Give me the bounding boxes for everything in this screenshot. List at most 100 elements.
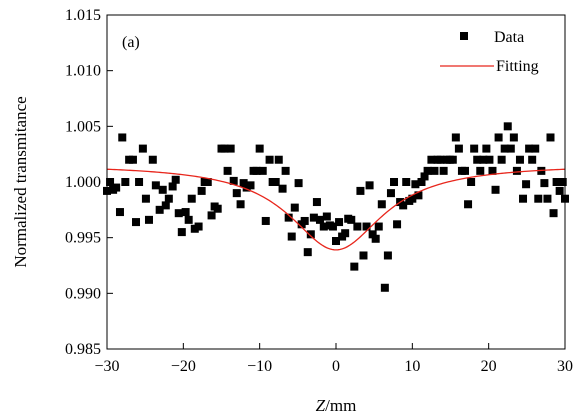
data-point	[430, 166, 439, 175]
data-point	[470, 144, 479, 153]
data-point	[356, 186, 365, 195]
data-point	[294, 179, 303, 188]
y-tick-label: 1.000	[65, 174, 101, 191]
data-point	[497, 155, 506, 164]
data-point	[141, 194, 150, 203]
axis-ticks: −30 −20 −10 0 10 20 30 0.985 0.990 0.995 1.000 1.00…	[65, 7, 573, 375]
data-point	[118, 133, 127, 142]
data-point	[482, 144, 491, 153]
data-point	[411, 180, 420, 189]
data-point	[328, 222, 337, 231]
x-tick-label: −20	[171, 358, 196, 375]
data-point	[365, 181, 374, 190]
data-point	[476, 166, 485, 175]
data-point	[197, 186, 206, 195]
data-point	[135, 178, 144, 186]
data-point	[229, 176, 238, 185]
data-point	[522, 180, 531, 189]
data-point	[309, 213, 318, 222]
data-point	[207, 211, 216, 220]
data-point	[439, 166, 448, 175]
data-point	[132, 218, 141, 227]
data-point	[555, 186, 564, 195]
data-point	[258, 166, 267, 175]
x-tick-label: −30	[94, 358, 119, 375]
data-point	[281, 166, 290, 175]
legend-data-label: Data	[494, 29, 524, 46]
data-point	[223, 166, 232, 175]
legend: Data Fitting	[440, 29, 539, 75]
data-point	[380, 283, 389, 292]
data-point	[390, 178, 399, 186]
data-point	[399, 201, 408, 210]
data-point	[543, 194, 552, 203]
data-point	[386, 189, 395, 198]
data-point	[155, 205, 164, 214]
data-point	[549, 209, 558, 218]
data-point	[393, 220, 402, 229]
legend-data-marker	[460, 32, 468, 40]
data-point	[144, 215, 153, 224]
data-point	[347, 215, 356, 224]
data-point	[255, 144, 264, 153]
data-point	[128, 155, 137, 164]
panel-label: (a)	[122, 34, 140, 51]
data-point	[220, 144, 229, 153]
data-point	[534, 194, 543, 203]
data-point	[112, 183, 121, 192]
data-point	[161, 201, 170, 210]
data-point	[246, 181, 255, 190]
data-point	[417, 178, 426, 186]
data-point	[174, 209, 183, 218]
data-point	[359, 251, 368, 260]
data-point	[515, 155, 524, 164]
x-tick-label: −10	[247, 358, 272, 375]
data-point	[232, 189, 241, 198]
data-point	[540, 179, 549, 188]
data-point	[414, 191, 423, 200]
data-point	[485, 155, 494, 164]
y-tick-label: 0.995	[65, 230, 101, 247]
data-point	[341, 229, 350, 238]
data-point	[512, 166, 521, 175]
data-point	[278, 184, 287, 193]
data-point	[271, 178, 280, 186]
data-point	[519, 194, 528, 203]
data-point	[473, 155, 482, 164]
data-point	[368, 230, 377, 239]
data-point	[467, 178, 476, 186]
fitting-curve	[106, 168, 566, 251]
x-axis-title: Z/mm	[316, 396, 357, 415]
data-point	[236, 200, 245, 209]
data-point	[402, 178, 411, 186]
y-tick-label: 0.990	[65, 285, 101, 302]
data-point	[408, 194, 417, 203]
data-points	[103, 122, 569, 292]
data-point	[503, 122, 512, 131]
data-point	[158, 185, 167, 194]
data-point	[312, 198, 321, 207]
data-point	[464, 200, 473, 209]
data-point	[177, 228, 186, 237]
data-point	[203, 178, 212, 186]
data-point	[226, 144, 235, 153]
y-axis-title: Normalized transmitance	[11, 96, 30, 267]
data-point	[377, 200, 386, 209]
legend-fitting-label: Fitting	[496, 58, 539, 75]
data-point	[558, 178, 567, 186]
x-axis-title-unit: /mm	[325, 396, 356, 415]
data-point	[213, 204, 222, 213]
data-point	[546, 133, 555, 142]
data-point	[306, 230, 315, 239]
data-point	[362, 222, 371, 231]
x-axis-title-variable: Z	[316, 396, 326, 415]
data-point	[265, 155, 274, 164]
data-point	[371, 234, 380, 243]
data-point	[506, 144, 515, 153]
data-point	[284, 213, 293, 222]
data-point	[252, 166, 261, 175]
data-point	[525, 144, 534, 153]
data-point	[181, 208, 190, 217]
data-point	[287, 232, 296, 241]
